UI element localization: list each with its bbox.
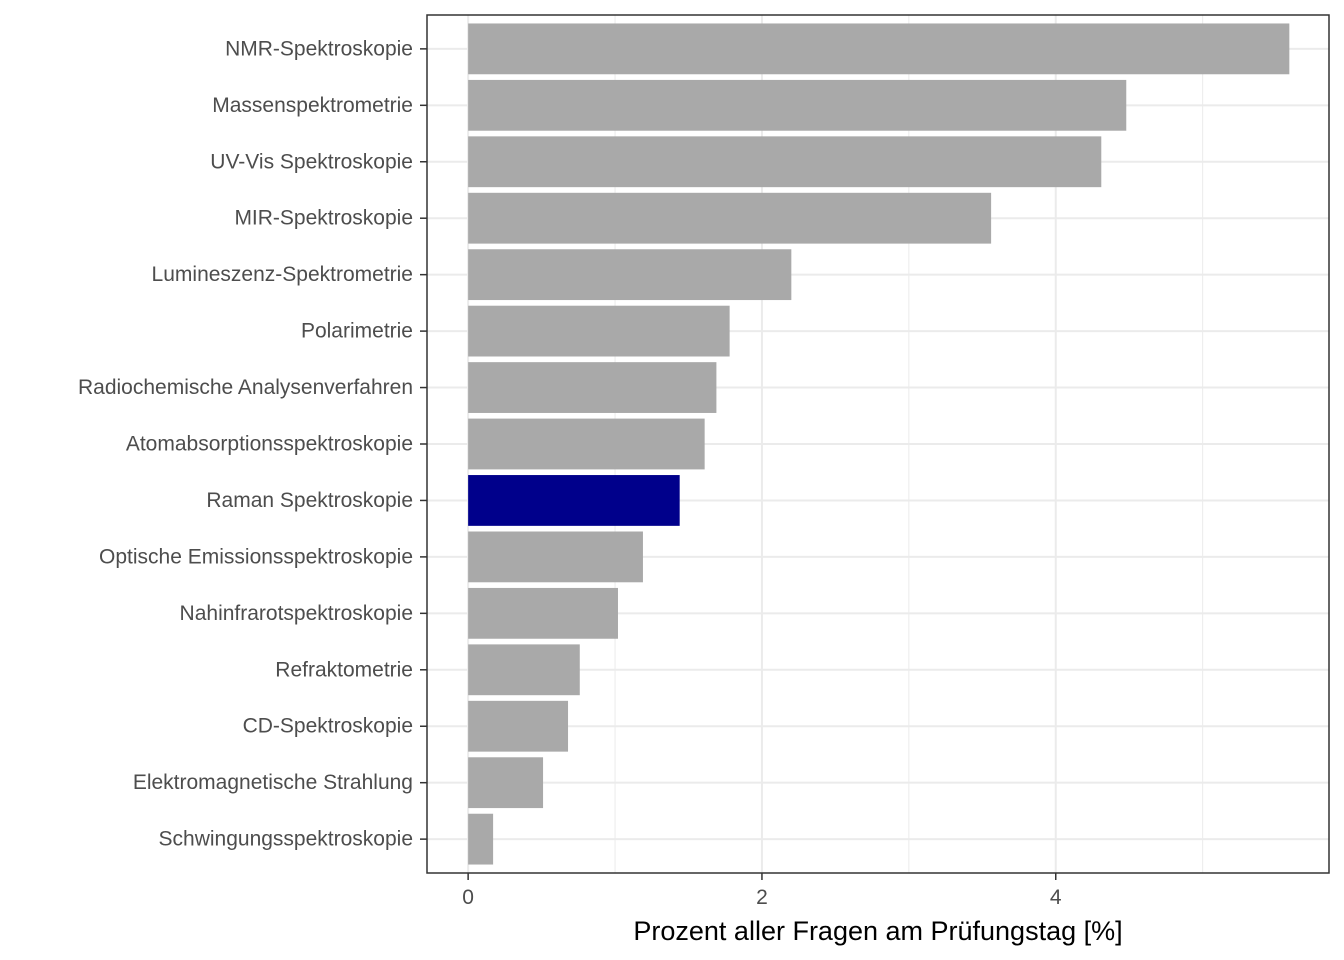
y-tick-label: Raman Spektroskopie xyxy=(206,489,413,512)
bar xyxy=(468,249,792,301)
y-tick-label: Polarimetrie xyxy=(301,320,413,343)
y-tick-label: NMR-Spektroskopie xyxy=(225,37,413,60)
bar xyxy=(468,700,569,752)
bar xyxy=(468,192,992,244)
x-axis-title: Prozent aller Fragen am Prüfungstag [%] xyxy=(633,916,1122,946)
y-tick-label: Massenspektrometrie xyxy=(212,94,413,117)
y-tick-label: Refraktometrie xyxy=(275,658,413,681)
bar xyxy=(468,813,494,865)
y-tick-label: UV-Vis Spektroskopie xyxy=(210,150,413,173)
y-axis: NMR-Spektroskopie Massenspektrometrie UV-V… xyxy=(78,37,427,851)
bar xyxy=(468,587,618,639)
bar xyxy=(468,475,680,526)
y-tick-label: CD-Spektroskopie xyxy=(243,715,413,738)
bar xyxy=(468,362,717,413)
y-tick-label: Lumineszenz-Spektrometrie xyxy=(152,263,413,286)
bar xyxy=(468,305,730,357)
bar xyxy=(468,136,1102,188)
bar xyxy=(468,757,544,809)
bar xyxy=(468,79,1127,131)
y-tick-label: Schwingungsspektroskopie xyxy=(159,828,413,851)
x-tick-label: 0 xyxy=(462,886,474,909)
y-tick-label: Nahinfrarotspektroskopie xyxy=(180,602,413,625)
y-tick-label: Elektromagnetische Strahlung xyxy=(133,771,413,794)
bar xyxy=(468,418,705,470)
bar xyxy=(468,644,580,696)
x-axis: 0 2 4 xyxy=(462,873,1062,909)
y-tick-label: Radiochemische Analysenverfahren xyxy=(78,376,413,399)
x-tick-label: 4 xyxy=(1050,886,1062,909)
x-tick-label: 2 xyxy=(756,886,768,909)
bar xyxy=(468,23,1290,75)
y-tick-label: MIR-Spektroskopie xyxy=(234,207,413,230)
y-tick-label: Optische Emissionsspektroskopie xyxy=(99,545,413,568)
y-tick-label: Atomabsorptionsspektroskopie xyxy=(126,433,413,456)
bars-layer xyxy=(468,23,1290,865)
bar xyxy=(468,531,643,583)
